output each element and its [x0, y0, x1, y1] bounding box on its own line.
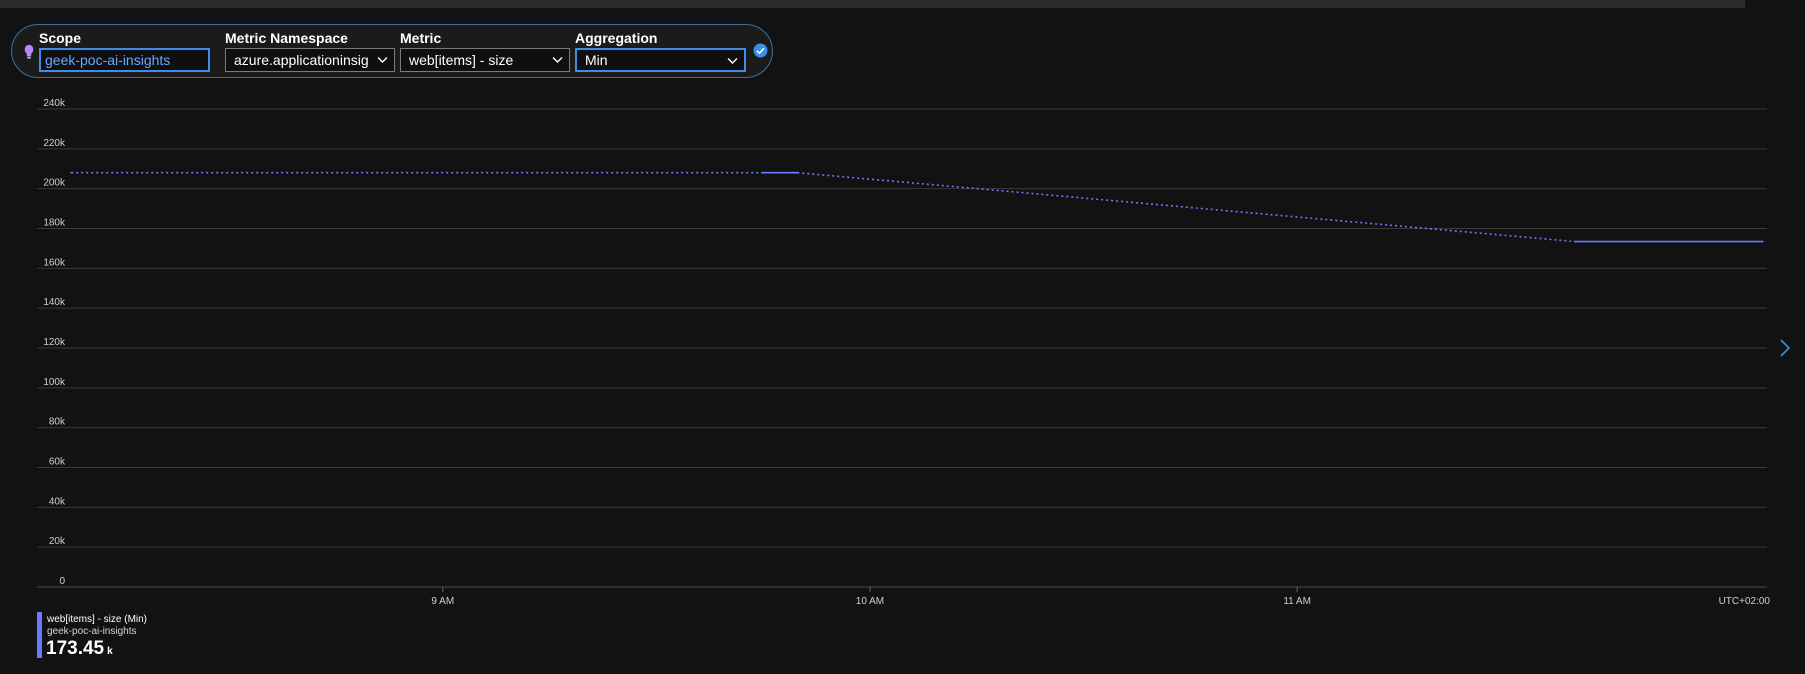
chart-grid: 0 20k 40k 60k 80k 100k 120k 140k 160k 180k 200k 220…	[37, 98, 1770, 607]
y-tick-label: 20k	[49, 536, 66, 547]
legend-resource-label: geek-poc-ai-insights	[47, 626, 137, 637]
legend-color-bar	[37, 612, 42, 658]
chevron-down-icon	[377, 57, 388, 63]
scope-label: Scope	[39, 30, 82, 46]
metric-dropdown[interactable]: web[items] - size	[400, 48, 570, 72]
chevron-down-icon	[552, 57, 563, 63]
namespace-dropdown[interactable]: azure.applicationinsig	[225, 48, 395, 72]
scope-value: geek-poc-ai-insights	[45, 52, 171, 68]
series-line-segment	[797, 171, 1575, 243]
y-tick-label: 120k	[43, 337, 66, 348]
chart-series	[70, 171, 1764, 243]
y-tick-label: 240k	[43, 98, 66, 109]
data-point	[70, 171, 73, 174]
scope-input[interactable]: geek-poc-ai-insights	[39, 48, 210, 72]
y-tick-label: 100k	[43, 377, 66, 388]
y-tick-label: 40k	[49, 496, 66, 507]
aggregation-field: Aggregation Min	[575, 29, 746, 72]
metric-field: Metric web[items] - size	[400, 29, 570, 72]
x-tick-label: 11 AM	[1283, 596, 1311, 607]
data-point	[1761, 240, 1764, 243]
metric-label: Metric	[400, 30, 442, 46]
chevron-right-icon[interactable]	[1779, 338, 1791, 358]
y-tick-label: 140k	[43, 297, 66, 308]
y-tick-label: 180k	[43, 218, 66, 229]
aggregation-label: Aggregation	[575, 30, 658, 46]
legend-value-number: 173.45	[46, 638, 105, 659]
scope-field: Scope geek-poc-ai-insights	[39, 29, 210, 72]
y-tick-label: 220k	[43, 138, 66, 149]
y-tick-label: 0	[59, 576, 65, 587]
legend-series-label: web[items] - size (Min)	[47, 614, 148, 625]
data-point	[796, 171, 799, 174]
y-tick-label: 200k	[43, 178, 66, 189]
y-tick-label: 80k	[49, 417, 66, 428]
timezone-label: UTC+02:00	[1719, 596, 1771, 607]
chevron-down-icon	[727, 58, 738, 64]
metric-value: web[items] - size	[409, 52, 514, 68]
namespace-value: azure.applicationinsig	[234, 52, 369, 68]
x-tick-label: 9 AM	[431, 596, 454, 607]
aggregation-dropdown[interactable]: Min	[575, 48, 746, 72]
y-tick-label: 60k	[49, 457, 66, 468]
legend-value: 173.45 k	[46, 638, 113, 660]
data-point	[762, 171, 765, 174]
aggregation-value: Min	[585, 52, 608, 68]
namespace-field: Metric Namespace azure.applicationinsig	[225, 29, 395, 72]
data-point	[1573, 240, 1576, 243]
metric-selector: Scope geek-poc-ai-insights Metric Namesp…	[11, 24, 773, 78]
lightbulb-icon	[24, 44, 34, 59]
toolbar-strip	[0, 0, 1745, 8]
y-tick-label: 160k	[43, 257, 66, 268]
x-tick-label: 10 AM	[856, 596, 884, 607]
check-circle-icon[interactable]	[753, 43, 768, 58]
legend-value-unit: k	[107, 646, 113, 657]
namespace-label: Metric Namespace	[225, 30, 348, 46]
